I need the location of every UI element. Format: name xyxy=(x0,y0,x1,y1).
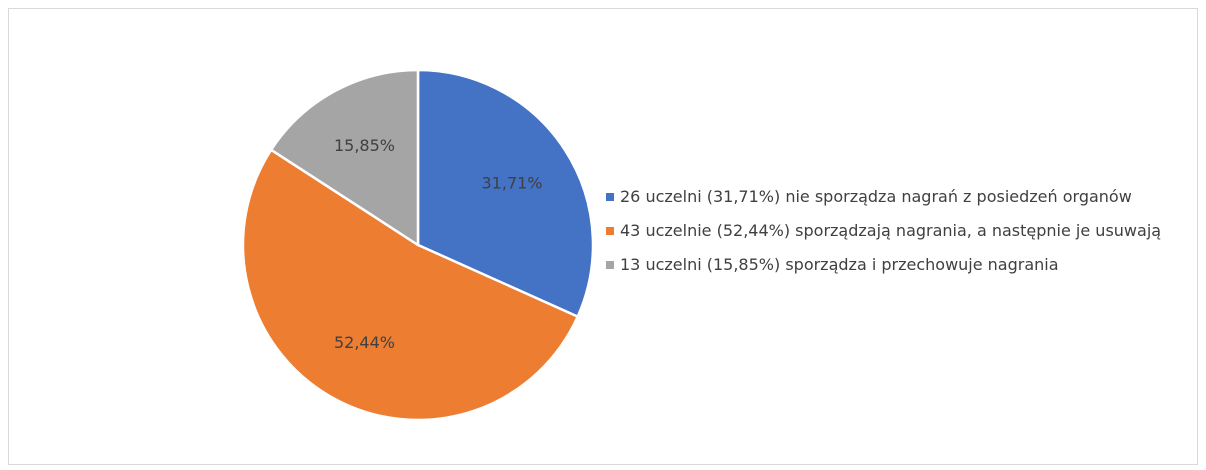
pie-slice xyxy=(416,68,595,319)
pie-slice xyxy=(241,148,580,422)
legend: 26 uczelni (31,71%) nie sporządza nagrań… xyxy=(604,185,1174,287)
legend-item: 43 uczelnie (52,44%) sporządzają nagrani… xyxy=(604,219,1174,243)
pie: 31,71% 52,44% 15,85% xyxy=(241,68,595,422)
chart-border xyxy=(8,8,1198,465)
legend-item: 13 uczelni (15,85%) sporządza i przechow… xyxy=(604,253,1174,277)
data-label: 31,71% xyxy=(482,174,543,193)
legend-swatch xyxy=(606,227,614,235)
legend-label: 13 uczelni (15,85%) sporządza i przechow… xyxy=(620,255,1059,274)
data-label: 52,44% xyxy=(334,333,395,352)
legend-label: 43 uczelnie (52,44%) sporządzają nagrani… xyxy=(620,221,1162,240)
legend-swatch xyxy=(606,261,614,269)
legend-label: 26 uczelni (31,71%) nie sporządza nagrań… xyxy=(620,187,1132,206)
legend-swatch xyxy=(606,193,614,201)
data-label: 15,85% xyxy=(334,136,395,155)
pie-slice xyxy=(269,68,420,248)
legend-item: 26 uczelni (31,71%) nie sporządza nagrań… xyxy=(604,185,1174,209)
